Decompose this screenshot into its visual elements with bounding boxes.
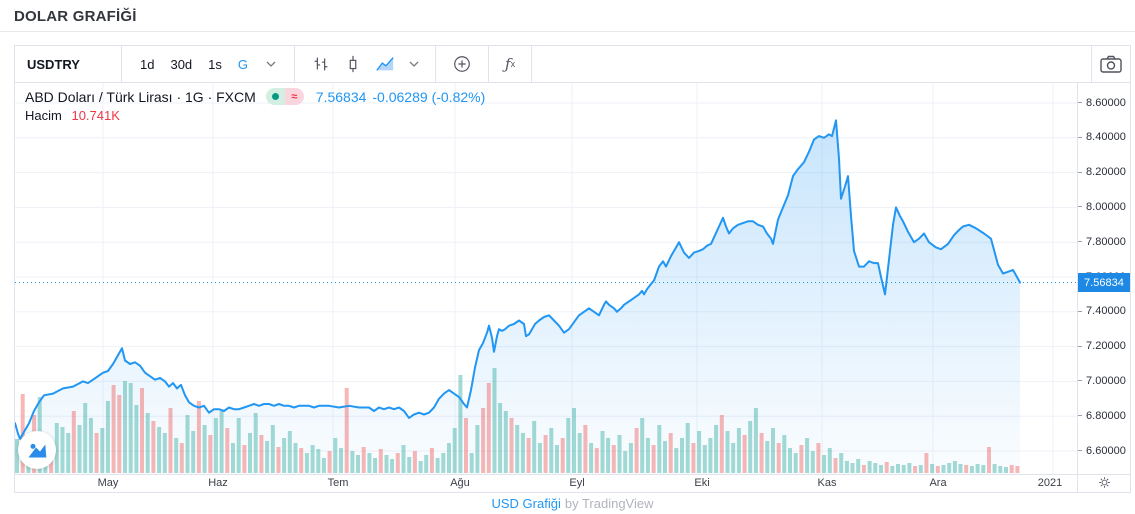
price-tick-label: 7.00000 <box>1078 374 1126 387</box>
time-axis-settings[interactable] <box>1077 475 1130 492</box>
compare-cell <box>436 46 490 82</box>
chart-plot-area[interactable]: ABD Doları / Türk Lirası · 1G · FXCM ≈ 7… <box>15 83 1078 474</box>
time-axis[interactable]: May Haz Tem Ağu Eyl Eki Kas Ara 2021 <box>15 474 1130 492</box>
interval-chevron-down-icon[interactable] <box>260 59 282 69</box>
time-tick-label: Haz <box>208 477 228 489</box>
candle-style-icon[interactable] <box>337 52 369 76</box>
attribution-footer: USD Grafiği by TradingView <box>14 496 1131 511</box>
range-button-30d[interactable]: 30d <box>170 56 193 72</box>
price-tick-label: 6.80000 <box>1078 409 1126 422</box>
price-tick-label: 8.00000 <box>1078 200 1126 213</box>
chart-style-group <box>295 46 437 82</box>
gear-icon <box>1098 476 1111 492</box>
time-tick-label: 2021 <box>1037 477 1063 489</box>
bars-style-icon[interactable] <box>305 52 337 76</box>
time-tick-label: Kas <box>817 477 837 489</box>
snapshot-cell <box>1091 46 1130 82</box>
chart-widget: USDTRY G 1d 30d 1s <box>14 45 1131 493</box>
camera-snapshot-icon[interactable] <box>1094 53 1128 75</box>
title-divider <box>0 31 1135 32</box>
price-tick-label: 8.60000 <box>1078 96 1126 109</box>
tradingview-logo-icon[interactable] <box>18 431 56 469</box>
price-tick-label: 8.40000 <box>1078 131 1126 144</box>
time-tick-label: May <box>97 477 119 489</box>
interval-button[interactable]: G <box>237 56 249 72</box>
range-button-1d[interactable]: 1d <box>140 56 155 72</box>
range-button-1s[interactable]: 1s <box>208 56 222 72</box>
time-tick-label: Tem <box>327 477 349 489</box>
time-tick-label: Eki <box>694 477 710 489</box>
chart-row: ABD Doları / Türk Lirası · 1G · FXCM ≈ 7… <box>15 83 1131 474</box>
chart-toolbar: USDTRY G 1d 30d 1s <box>15 46 1130 83</box>
price-tick-label: 7.40000 <box>1078 305 1126 318</box>
compare-plus-icon[interactable] <box>446 52 478 76</box>
footer-byline: by TradingView <box>564 496 654 511</box>
chart-canvas[interactable] <box>15 83 1078 474</box>
price-axis[interactable]: 7.56834 8.60000 8.40000 8.20000 8.00000 7.80… <box>1077 83 1131 474</box>
price-tick-label: 7.20000 <box>1078 340 1126 353</box>
time-tick-label: Ağu <box>450 477 470 489</box>
range-buttons: G 1d 30d 1s <box>122 46 296 82</box>
footer-link[interactable]: USD Grafiği <box>491 496 561 511</box>
current-price-label: 7.56834 <box>1078 273 1131 292</box>
price-tick-label: 7.80000 <box>1078 235 1126 248</box>
area-style-icon[interactable] <box>369 52 401 76</box>
style-chevron-down-icon[interactable] <box>403 59 425 69</box>
price-tick-label: 8.20000 <box>1078 166 1126 179</box>
page-title: DOLAR GRAFİĞİ <box>14 8 137 25</box>
time-tick-label: Eyl <box>569 477 585 489</box>
symbol-button[interactable]: USDTRY <box>15 46 122 82</box>
time-tick-label: Ara <box>929 477 947 489</box>
price-tick-label: 6.60000 <box>1078 444 1126 457</box>
